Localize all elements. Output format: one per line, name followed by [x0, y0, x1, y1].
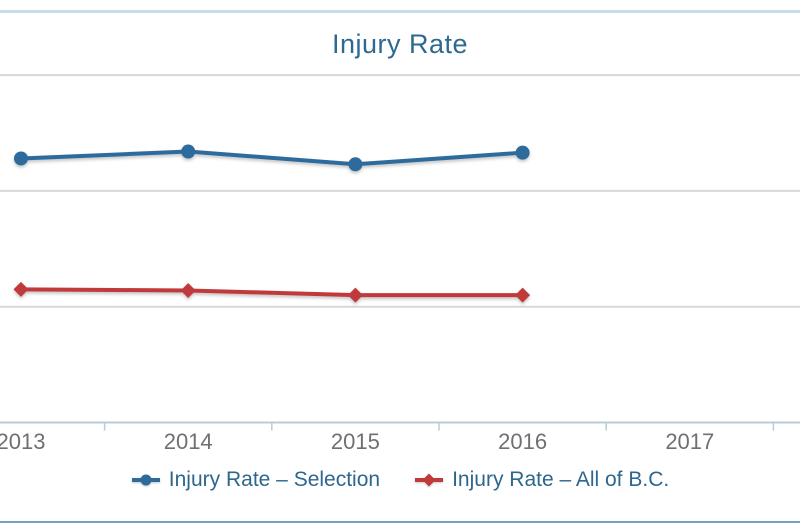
- legend-label: Injury Rate – All of B.C.: [452, 468, 670, 491]
- data-point-marker[interactable]: [348, 157, 363, 172]
- data-point-marker[interactable]: [347, 287, 363, 303]
- data-point-marker[interactable]: [181, 144, 196, 159]
- data-point-marker[interactable]: [180, 282, 196, 298]
- diamond-series-marker-icon: [415, 473, 444, 487]
- series-all-of-bc: [13, 281, 531, 303]
- x-axis-label: 2016: [498, 429, 547, 454]
- x-axis-label: 2017: [665, 429, 714, 454]
- data-point-marker[interactable]: [13, 281, 29, 297]
- chart-title: Injury Rate: [331, 29, 469, 59]
- x-axis-label: 2013: [0, 429, 45, 454]
- bottom-border-line: [0, 521, 800, 523]
- series-line: [20, 149, 523, 167]
- series-line: [20, 287, 523, 298]
- circle-series-marker-icon: [131, 474, 160, 486]
- legend-label: Injury Rate – Selection: [168, 468, 381, 491]
- data-point-marker[interactable]: [515, 145, 530, 160]
- legend: Injury Rate – Selection Injury Rate – All…: [0, 468, 800, 492]
- data-point-marker[interactable]: [515, 287, 531, 303]
- x-axis-label: 2014: [164, 429, 213, 454]
- data-point-marker[interactable]: [14, 151, 28, 166]
- series-selection: [14, 144, 530, 172]
- top-border-line: [0, 10, 800, 13]
- legend-item-selection[interactable]: Injury Rate – Selection: [131, 468, 380, 492]
- legend-item-all-of-bc[interactable]: Injury Rate – All of B.C.: [414, 468, 669, 492]
- x-axis-label: 2015: [331, 429, 380, 454]
